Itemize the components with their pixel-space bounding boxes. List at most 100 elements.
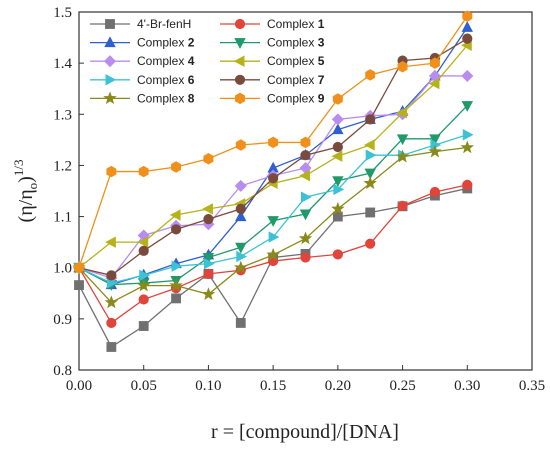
data-point: [300, 136, 311, 149]
y-tick-label: 1.4: [53, 56, 72, 72]
data-point: [363, 176, 377, 190]
data-point: [300, 252, 311, 263]
y-axis-title-sub: o: [25, 183, 40, 190]
legend-label-number: 9: [318, 91, 325, 105]
data-point: [106, 342, 117, 352]
y-tick-label: 1.5: [53, 5, 72, 21]
data-point: [298, 231, 313, 245]
legend-marker: [103, 91, 117, 105]
legend-item: Complex 7: [220, 73, 325, 87]
data-point: [203, 257, 215, 270]
data-point: [299, 209, 312, 221]
y-axis-title: (η/ηo)1/3: [11, 160, 40, 223]
data-point: [235, 318, 246, 328]
data-point: [397, 200, 408, 211]
data-point: [106, 317, 117, 329]
legend-item: Complex 4: [90, 54, 195, 68]
x-tick-label: 0.15: [260, 378, 286, 394]
legend-label-text: Complex: [267, 36, 318, 50]
series-8: [72, 140, 474, 309]
data-point: [235, 242, 247, 254]
data-point: [106, 270, 117, 281]
legend-marker: [105, 74, 117, 86]
legend-label-number: 1: [318, 17, 325, 31]
data-point: [429, 57, 440, 69]
data-point: [365, 238, 376, 249]
x-tick-label: 0.35: [519, 378, 545, 394]
data-point: [331, 201, 345, 215]
series-7: [73, 33, 473, 281]
legend-item: Complex 3: [220, 36, 325, 50]
legend-label: Complex 1: [267, 17, 325, 31]
legend-label: Complex 2: [137, 36, 195, 50]
legend-label-text: Complex: [137, 91, 188, 105]
legend-label-text: Complex: [137, 36, 188, 50]
series-group: [72, 10, 474, 352]
data-point: [332, 211, 343, 222]
data-point: [202, 203, 213, 215]
x-tick-label: 0.00: [66, 378, 92, 394]
data-point: [202, 252, 215, 264]
data-point: [235, 210, 247, 222]
legend-label: Complex 8: [137, 91, 195, 105]
data-point: [171, 161, 182, 173]
data-point: [461, 101, 473, 112]
data-point: [236, 250, 248, 263]
data-point: [462, 179, 473, 190]
legend-marker: [105, 19, 115, 29]
y-tick-label: 1.0: [53, 261, 72, 277]
data-point: [299, 169, 311, 182]
data-point: [332, 249, 343, 260]
data-point: [460, 140, 474, 154]
legend-label-number: 4: [188, 54, 195, 68]
legend-item: Complex 6: [90, 73, 195, 87]
data-point: [169, 209, 181, 221]
legend-label: 4'-Br-fenH: [137, 17, 191, 31]
data-point: [169, 278, 183, 292]
plot-area: [78, 11, 533, 371]
data-point: [139, 269, 150, 282]
legend-item: Complex 5: [220, 54, 325, 68]
data-point: [74, 261, 84, 274]
legend-label: Complex 5: [267, 54, 325, 68]
legend-label-number: 3: [318, 36, 325, 50]
y-tick-label: 0.9: [53, 312, 72, 328]
data-point: [461, 21, 473, 32]
data-point: [203, 153, 214, 165]
data-point: [332, 123, 344, 135]
data-point: [332, 141, 343, 153]
data-point: [201, 287, 216, 301]
data-point: [364, 168, 376, 180]
data-point: [395, 149, 410, 163]
legend-marker: [235, 92, 245, 105]
data-point: [331, 150, 343, 162]
data-point: [203, 214, 214, 225]
data-point: [333, 183, 345, 196]
data-point: [268, 173, 279, 184]
data-point: [363, 139, 375, 151]
y-tick-label: 1.1: [53, 210, 72, 226]
data-point: [365, 114, 376, 125]
legend-item: Complex 1: [220, 17, 325, 31]
data-point: [396, 107, 408, 119]
data-point: [170, 224, 182, 235]
series-5: [72, 39, 472, 274]
data-point: [234, 179, 247, 192]
data-point: [106, 165, 117, 178]
legend-label-number: 2: [188, 36, 195, 50]
series-0: [74, 183, 473, 352]
data-point: [138, 321, 149, 331]
data-point: [461, 69, 474, 82]
legend-label-text: Complex: [267, 73, 318, 87]
y-tick-label: 1.2: [53, 158, 72, 174]
legend-item: Complex 9: [220, 91, 325, 105]
legend-item: Complex 2: [90, 36, 195, 50]
legend-label: Complex 3: [267, 36, 325, 50]
legend-label-number: 7: [318, 73, 325, 87]
data-point: [138, 245, 149, 256]
data-point: [171, 293, 181, 304]
data-point: [203, 268, 214, 279]
legend-item: 4'-Br-fenH: [90, 17, 191, 31]
data-point: [331, 113, 344, 126]
